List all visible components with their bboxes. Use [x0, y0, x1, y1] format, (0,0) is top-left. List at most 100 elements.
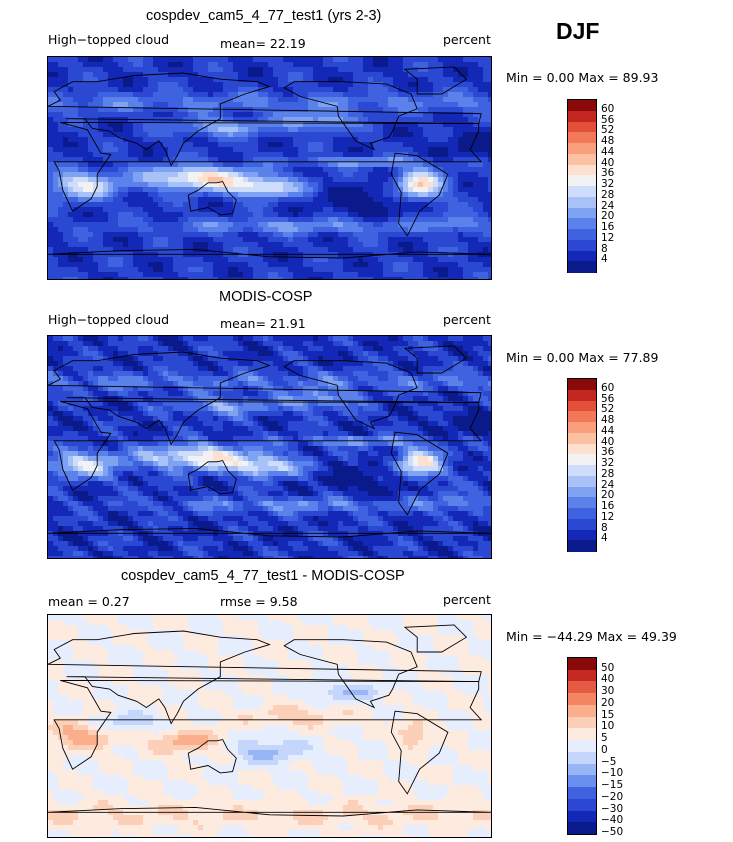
- map-grid-cell: [98, 376, 104, 382]
- map-grid-cell: [93, 371, 99, 377]
- map-grid-cell: [308, 77, 314, 83]
- map-grid-cell: [278, 217, 284, 223]
- map-grid-cell: [263, 67, 269, 73]
- coastline: [403, 66, 468, 95]
- map-grid-cell: [188, 232, 194, 238]
- map-grid-cell: [138, 137, 144, 143]
- map-grid-cell: [188, 162, 194, 168]
- season-label: DJF: [556, 18, 600, 44]
- map-grid-cell: [83, 72, 89, 78]
- map-grid-cell: [298, 182, 304, 188]
- map-grid-cell: [453, 102, 459, 108]
- map-grid-cell: [48, 371, 54, 377]
- map-grid-cell: [488, 361, 491, 367]
- map-grid-cell: [333, 132, 339, 138]
- map-grid-cell: [68, 277, 74, 279]
- map-grid-cell: [373, 102, 379, 108]
- map-grid-cell: [303, 277, 309, 279]
- map-grid-cell: [463, 242, 469, 248]
- map-grid-cell: [253, 371, 259, 377]
- map-grid-cell: [68, 207, 74, 213]
- map-grid-cell: [53, 182, 59, 188]
- map-grid-cell: [393, 237, 399, 243]
- map-grid-cell: [218, 87, 224, 93]
- map-grid-cell: [373, 267, 379, 273]
- map-grid-cell: [413, 242, 419, 248]
- map-grid-cell: [403, 202, 409, 208]
- map-grid-cell: [103, 381, 109, 387]
- map-grid-cell: [88, 182, 94, 188]
- map-grid-cell: [278, 77, 284, 83]
- map-grid-cell: [78, 77, 84, 83]
- map-grid-cell: [58, 127, 64, 133]
- map-grid-cell: [298, 247, 304, 253]
- map-grid-cell: [118, 177, 124, 183]
- map-grid-cell: [368, 187, 374, 193]
- map-grid-cell: [363, 237, 369, 243]
- map-grid-cell: [73, 62, 79, 68]
- map-grid-cell: [443, 381, 449, 387]
- map-grid-cell: [403, 227, 409, 233]
- map-grid-cell: [233, 237, 239, 243]
- map-grid-cell: [203, 112, 209, 118]
- map-grid-cell: [433, 127, 439, 133]
- map-grid-cell: [143, 207, 149, 213]
- map-grid-cell: [283, 77, 289, 83]
- map-grid-cell: [108, 361, 114, 367]
- map-grid-cell: [338, 67, 344, 73]
- map-grid-cell: [443, 182, 449, 188]
- map-grid-cell: [408, 57, 414, 63]
- map-grid-cell: [278, 162, 284, 168]
- map-grid-cell: [68, 177, 74, 183]
- map-grid-cell: [208, 212, 214, 218]
- map-grid-cell: [318, 82, 324, 88]
- map-grid-cell: [338, 247, 344, 253]
- map-grid-cell: [458, 167, 464, 173]
- map-grid-cell: [113, 341, 119, 347]
- map-grid-cell: [358, 102, 364, 108]
- map-grid-cell: [413, 197, 419, 203]
- map-grid-cell: [228, 172, 234, 178]
- map-grid-cell: [183, 222, 189, 228]
- map-grid-cell: [393, 152, 399, 158]
- map-grid-cell: [103, 182, 109, 188]
- map-grid-cell: [373, 132, 379, 138]
- map-grid-cell: [58, 102, 64, 108]
- map-grid-cell: [128, 87, 134, 93]
- map-grid-cell: [303, 376, 309, 382]
- map-grid-cell: [253, 182, 259, 188]
- map-grid-cell: [318, 192, 324, 198]
- map-grid-cell: [373, 117, 379, 123]
- map-grid-cell: [138, 386, 144, 392]
- map-grid-cell: [373, 361, 379, 367]
- map-grid-cell: [453, 117, 459, 123]
- map-grid-cell: [148, 386, 154, 392]
- map-grid-cell: [443, 277, 449, 279]
- map-grid-cell: [143, 152, 149, 158]
- map-grid-cell: [333, 341, 339, 347]
- map-grid-cell: [283, 122, 289, 128]
- map-grid-cell: [348, 97, 354, 103]
- map-grid-cell: [223, 172, 229, 178]
- map-grid-cell: [463, 137, 469, 143]
- map-grid-cell: [218, 72, 224, 78]
- map-grid-cell: [73, 127, 79, 133]
- map-grid-cell: [143, 386, 149, 392]
- map-grid-cell: [98, 162, 104, 168]
- map-grid-cell: [288, 132, 294, 138]
- map-grid-cell: [358, 117, 364, 123]
- map-grid-cell: [373, 97, 379, 103]
- map-grid-cell: [258, 187, 264, 193]
- map-grid-cell: [228, 202, 234, 208]
- map-grid-cell: [378, 247, 384, 253]
- map-grid-cell: [118, 132, 124, 138]
- map-grid-cell: [278, 222, 284, 228]
- map-grid-cell: [208, 92, 214, 98]
- map-grid-cell: [203, 57, 209, 63]
- map-grid-cell: [413, 207, 419, 213]
- map-grid-cell: [78, 122, 84, 128]
- map-grid-cell: [228, 341, 234, 347]
- map-grid-cell: [393, 376, 399, 382]
- map-grid-cell: [468, 92, 474, 98]
- map-grid-cell: [193, 272, 199, 278]
